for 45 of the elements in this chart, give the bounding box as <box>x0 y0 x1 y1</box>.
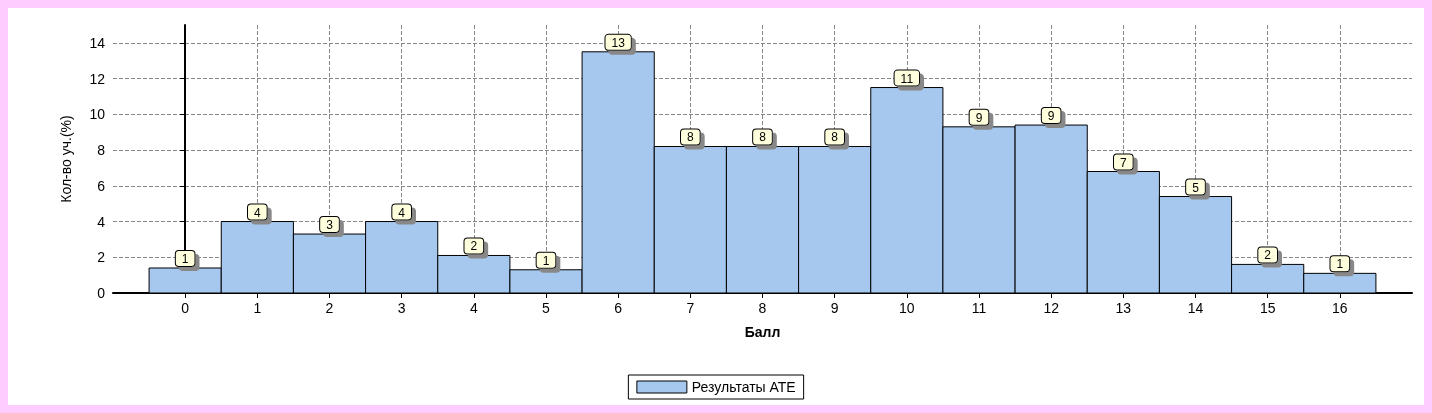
data-label: 3 <box>326 218 334 233</box>
data-label: 1 <box>542 253 550 268</box>
x-tick-label: 7 <box>686 300 695 316</box>
data-label: 13 <box>611 35 626 50</box>
y-tick-label: 12 <box>89 70 106 87</box>
data-label: 11 <box>900 71 914 86</box>
data-label: 1 <box>1336 257 1344 272</box>
y-tick-label: 2 <box>97 249 106 266</box>
data-label: 9 <box>975 110 983 125</box>
x-tick-label: 14 <box>1187 300 1204 316</box>
x-tick-label: 3 <box>397 300 406 316</box>
data-label: 8 <box>686 130 694 145</box>
x-tick-label: 13 <box>1115 300 1132 316</box>
x-tick-label: 2 <box>325 300 334 316</box>
y-axis-title: Кол-во уч.(%) <box>58 115 74 203</box>
x-tick-label: 12 <box>1043 300 1060 316</box>
x-tick-label: 16 <box>1332 300 1348 316</box>
data-label: 5 <box>1192 180 1200 195</box>
x-axis-title: Балл <box>744 324 781 340</box>
x-tick-label: 9 <box>830 300 839 316</box>
x-tick-label: 5 <box>542 300 551 316</box>
data-label: 4 <box>398 205 406 220</box>
y-tick-label: 10 <box>89 106 106 123</box>
data-label: 2 <box>1264 248 1272 263</box>
x-tick-label: 11 <box>971 300 987 316</box>
x-tick-label: 8 <box>758 300 767 316</box>
data-label: 1 <box>181 251 189 266</box>
legend-label: Результаты АТЕ <box>691 379 796 395</box>
x-tick-label: 1 <box>253 300 262 316</box>
data-label: 8 <box>759 130 767 145</box>
y-tick-label: 4 <box>97 213 106 230</box>
y-tick-label: 14 <box>89 34 106 51</box>
x-tick-label: 6 <box>614 300 623 316</box>
data-label: 4 <box>253 205 261 220</box>
data-label: 9 <box>1047 109 1055 124</box>
data-label: 8 <box>831 130 839 145</box>
x-tick-label: 4 <box>469 300 478 316</box>
x-tick-label: 10 <box>899 300 915 316</box>
x-tick-label: 0 <box>181 300 190 316</box>
x-tick-label: 15 <box>1259 300 1276 316</box>
y-tick-label: 0 <box>97 285 106 301</box>
data-label: 2 <box>470 239 478 254</box>
y-tick-label: 8 <box>97 142 106 159</box>
data-label: 7 <box>1119 155 1127 170</box>
y-tick-label: 6 <box>97 177 106 194</box>
